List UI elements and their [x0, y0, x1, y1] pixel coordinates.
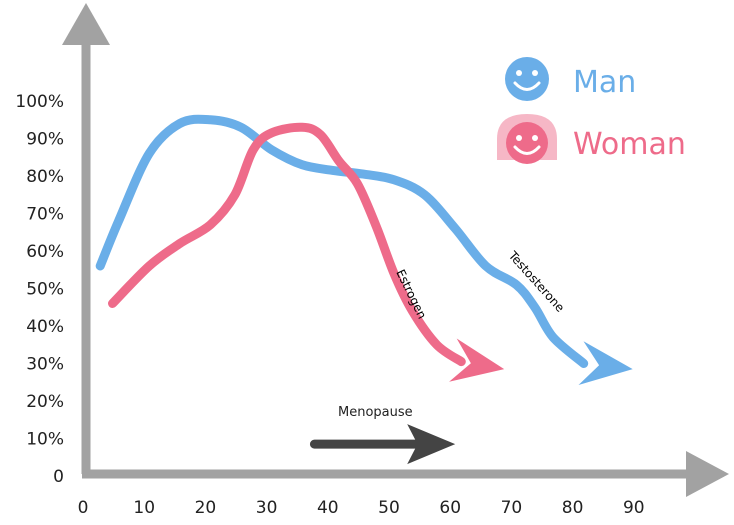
- estrogen-arrowhead: [449, 338, 505, 382]
- y-tick-label: 30%: [26, 355, 64, 375]
- woman-smiley-icon: [497, 114, 557, 164]
- y-tick-label: 60%: [26, 242, 64, 262]
- x-tick-label: 20: [195, 498, 217, 518]
- menopause-arrow: [309, 424, 456, 465]
- y-tick-labels: 0 10% 20% 30% 40% 50% 60% 70% 80% 90% 100%: [15, 92, 64, 487]
- x-axis-arrowhead: [686, 451, 729, 497]
- legend-item-woman: Woman: [497, 114, 686, 164]
- y-axis-arrowhead: [62, 3, 110, 45]
- y-tick-label: 50%: [26, 280, 64, 300]
- y-tick-label: 0: [53, 467, 64, 487]
- y-tick-label: 10%: [26, 430, 64, 450]
- y-tick-label: 90%: [26, 130, 64, 150]
- y-tick-label: 80%: [26, 167, 64, 187]
- y-tick-label: 20%: [26, 392, 64, 412]
- x-tick-label: 40: [317, 498, 339, 518]
- y-tick-label: 100%: [15, 92, 64, 112]
- x-tick-label: 70: [501, 498, 523, 518]
- y-axis: [62, 3, 110, 474]
- legend-item-man: Man: [505, 57, 636, 101]
- testosterone-arrowhead: [578, 341, 633, 385]
- x-tick-label: 30: [256, 498, 278, 518]
- y-tick-label: 70%: [26, 205, 64, 225]
- smiley-face-icon: [505, 57, 549, 101]
- x-tick-label: 50: [378, 498, 400, 518]
- x-tick-label: 80: [562, 498, 584, 518]
- x-tick-label: 90: [623, 498, 645, 518]
- x-axis: [82, 451, 729, 497]
- x-tick-label: 10: [133, 498, 155, 518]
- y-tick-label: 40%: [26, 317, 64, 337]
- menopause-annotation: Menopause: [309, 405, 456, 465]
- series-layer: [95, 114, 633, 385]
- x-tick-label: 0: [78, 498, 89, 518]
- estrogen-line: [108, 122, 466, 367]
- legend-label-woman: Woman: [573, 127, 686, 162]
- x-tick-labels: 0 10 20 30 40 50 60 70 80 90: [78, 498, 645, 518]
- legend: Man Woman: [497, 57, 686, 164]
- menopause-label: Menopause: [338, 405, 413, 420]
- legend-label-man: Man: [573, 65, 636, 100]
- x-tick-label: 60: [439, 498, 461, 518]
